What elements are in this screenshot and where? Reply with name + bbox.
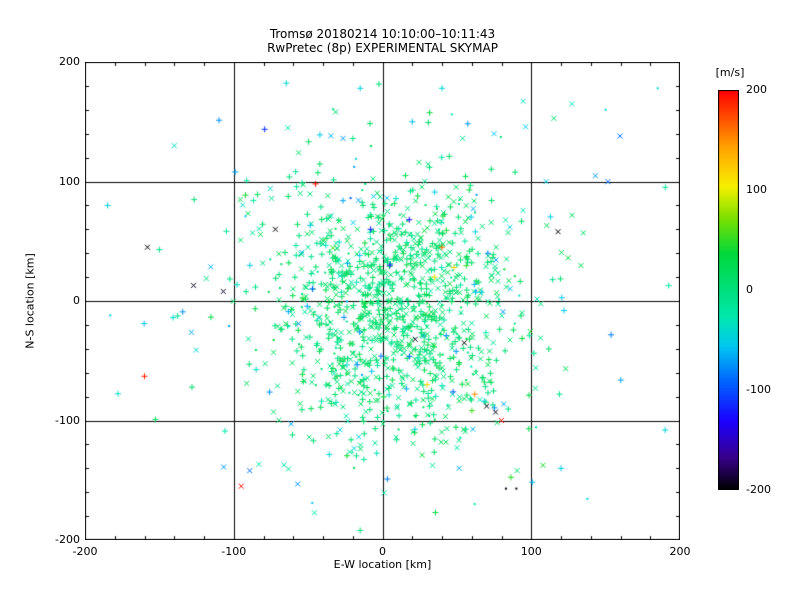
plot-subtitle: RwPretec (8p) EXPERIMENTAL SKYMAP [267,41,498,55]
colorbar-gradient [718,90,739,490]
plot-title: Tromsø 20180214 10:10:00–10:11:43 [269,27,496,41]
colorbar-tick-label: 200 [746,83,767,96]
y-axis-label: N-S location [km] [23,253,37,349]
x-tick-label: -200 [72,545,98,558]
y-tick-label: -200 [55,533,80,546]
x-tick-label: 100 [520,545,542,558]
y-tick-label: 0 [73,294,80,307]
colorbar-tick-label: -200 [746,483,771,496]
x-tick-label: 200 [669,545,691,558]
skymap-scatter-canvas [85,62,680,540]
x-axis-label: E-W location [km] [333,558,432,571]
colorbar-units-label: [m/s] [715,66,745,79]
x-tick-label: -100 [221,545,247,558]
y-tick-label: -100 [55,413,80,427]
colorbar-tick-label: 0 [746,283,753,296]
colorbar-tick-label: 100 [746,183,767,196]
x-tick-label: 0 [379,545,386,558]
y-tick-label: 100 [59,174,80,188]
colorbar-tick-label: -100 [746,383,771,396]
y-tick-label: 200 [59,55,80,68]
